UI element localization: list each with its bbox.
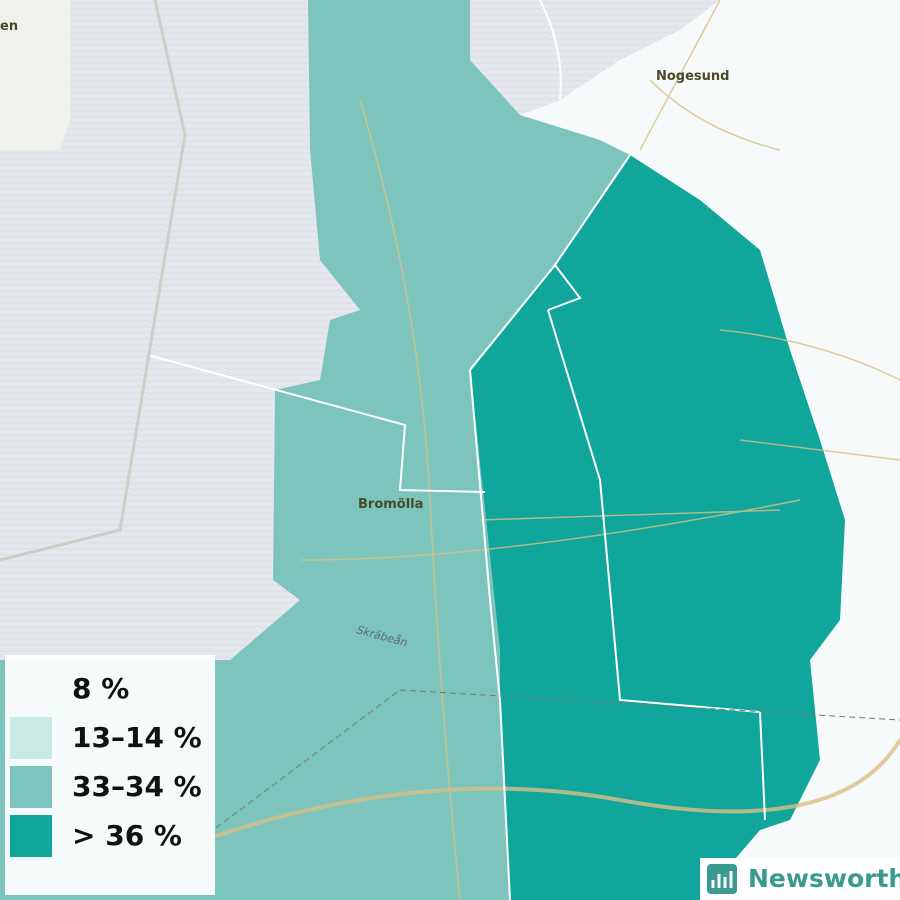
border bbox=[0, 0, 187, 562]
railway bbox=[199, 689, 900, 841]
place-label: Bromölla bbox=[358, 497, 423, 512]
legend-swatch bbox=[10, 668, 52, 710]
place-label: en bbox=[0, 19, 18, 34]
legend-swatch bbox=[10, 717, 52, 759]
region-high bbox=[470, 155, 845, 900]
land-area bbox=[0, 0, 70, 150]
legend-label: 33–34 % bbox=[72, 770, 202, 803]
boundaries bbox=[147, 0, 766, 900]
legend-label: 8 % bbox=[72, 672, 129, 705]
water bbox=[470, 0, 720, 115]
legend-label: 13–14 % bbox=[72, 721, 202, 754]
brand-icon-bars bbox=[711, 871, 733, 888]
roads bbox=[149, 0, 900, 900]
legend: 8 % 13–14 % 33–34 % > 36 % bbox=[5, 655, 215, 895]
brand-label: Newsworthy bbox=[748, 864, 900, 893]
legend-label: > 36 % bbox=[72, 819, 182, 852]
place-label: Nogesund bbox=[656, 69, 730, 84]
brand: Newsworthy bbox=[700, 858, 900, 900]
legend-swatch bbox=[10, 815, 52, 857]
water bbox=[0, 0, 360, 660]
legend-swatch bbox=[10, 766, 52, 808]
